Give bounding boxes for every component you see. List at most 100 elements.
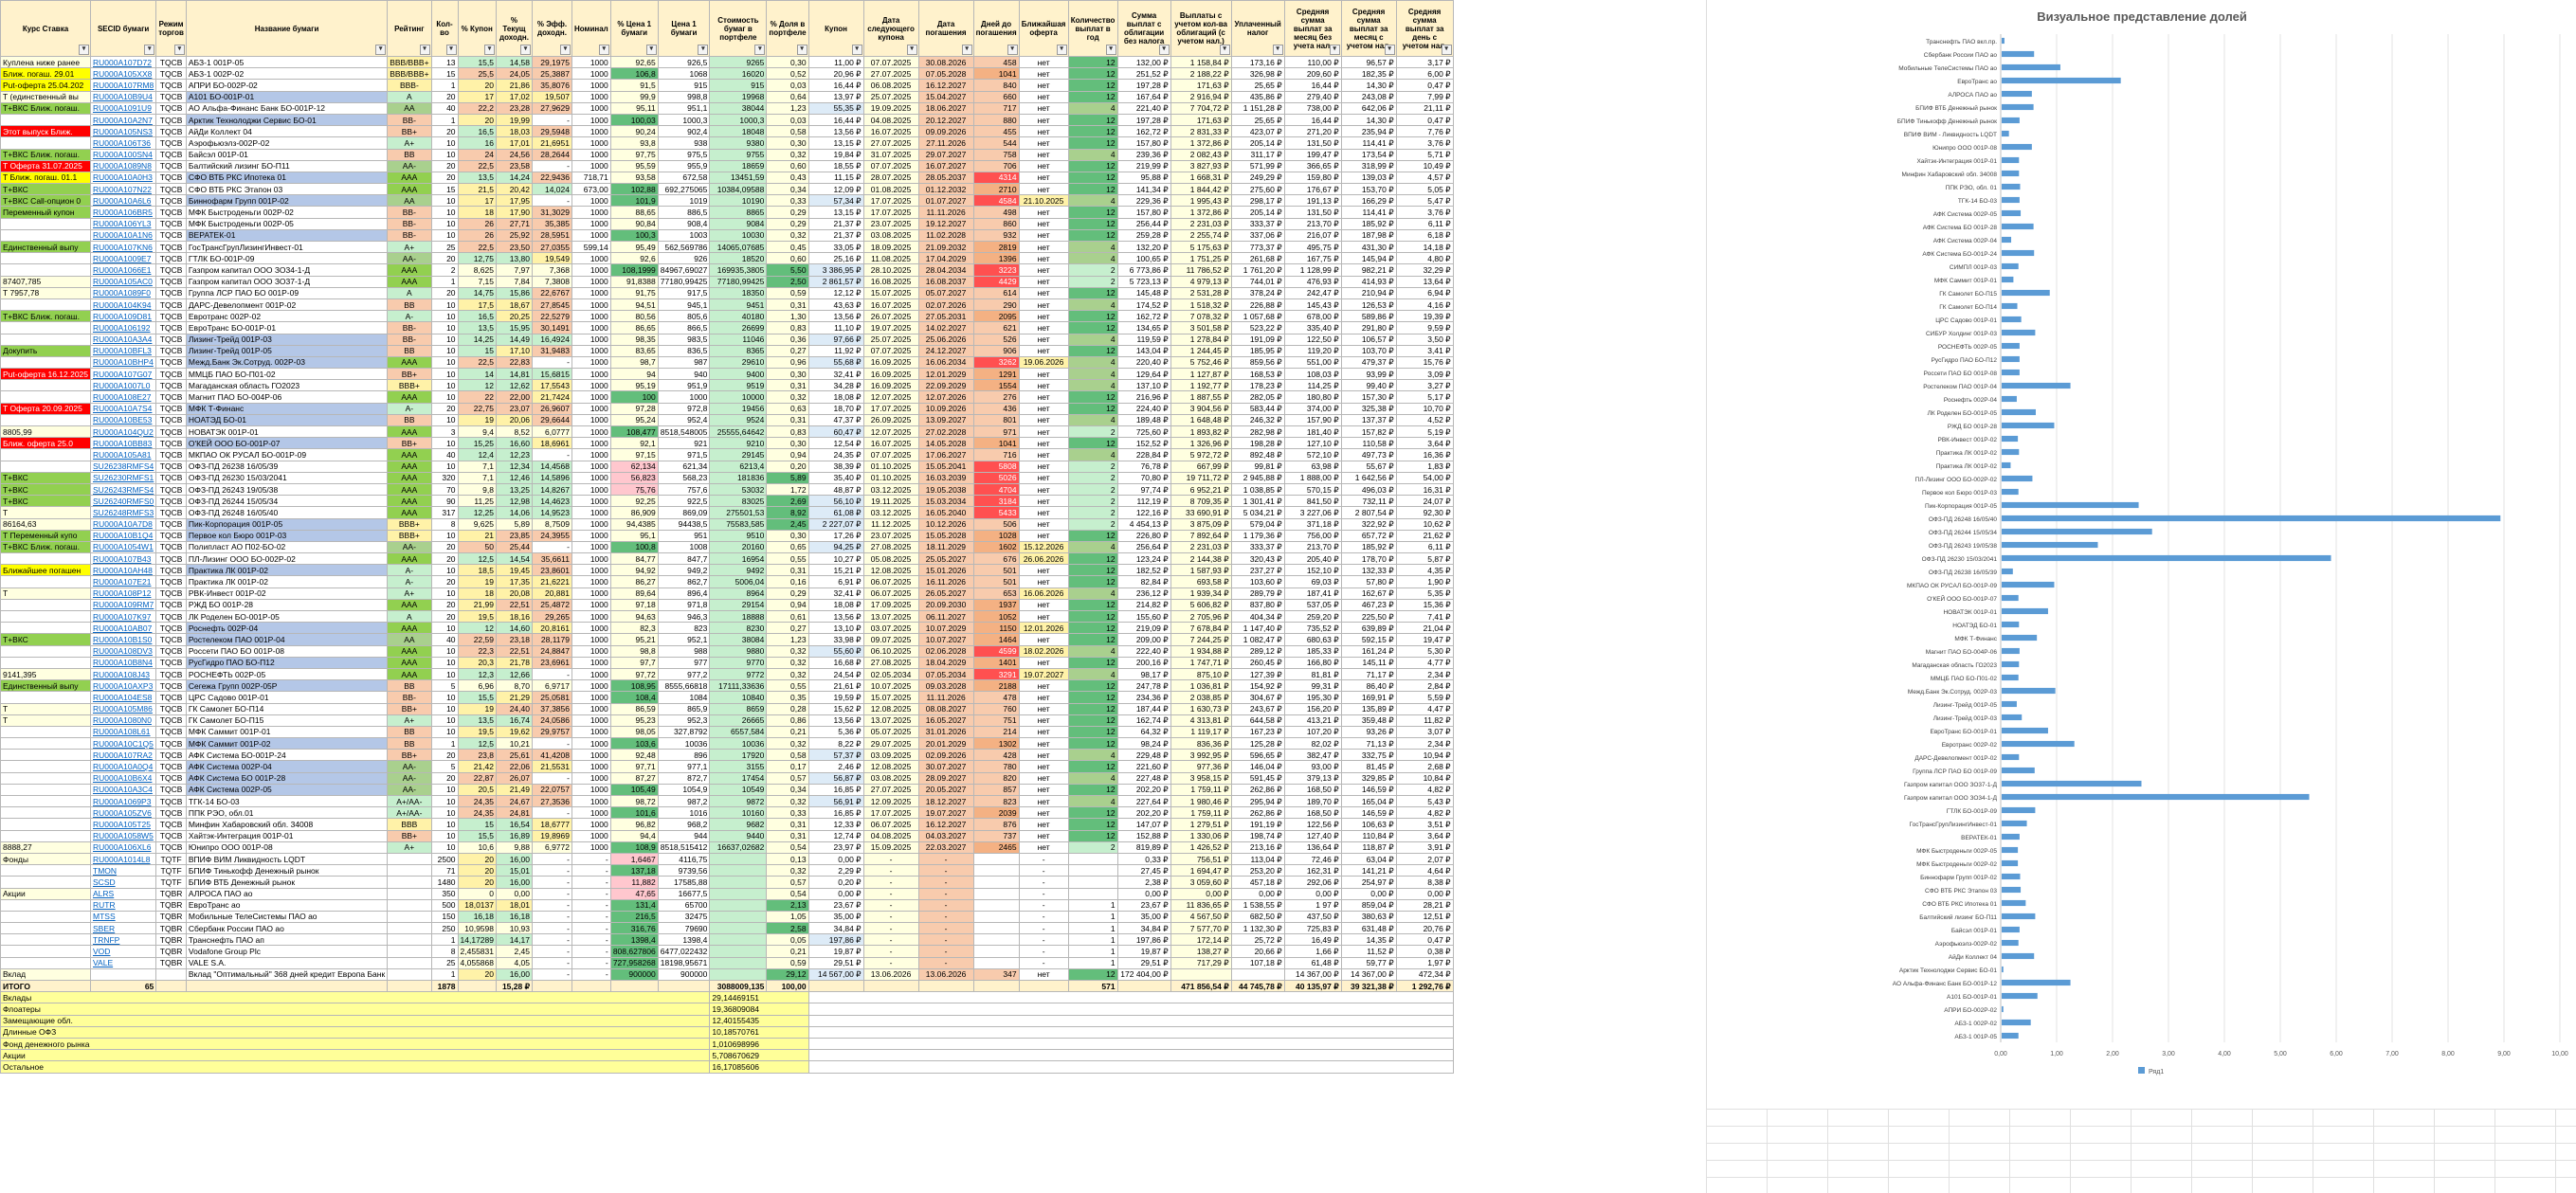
cell[interactable] [0, 910, 92, 924]
cell[interactable]: 103,70 ₽ [1340, 344, 1397, 357]
cell[interactable]: 1000 [571, 679, 611, 693]
cell[interactable]: 11.11.2026 [917, 691, 974, 704]
cell[interactable]: TQCB [155, 691, 187, 704]
bond-name-cell[interactable]: БПИФ ВТБ Денежный рынок [185, 876, 389, 889]
cell[interactable]: 10,27 ₽ [807, 552, 864, 566]
cell[interactable]: 1000 [571, 425, 611, 439]
cell[interactable]: 1000 [571, 818, 611, 831]
cell[interactable] [0, 113, 92, 127]
cell[interactable]: 28.07.2025 [862, 171, 919, 185]
cell[interactable]: 153,70 ₽ [1340, 183, 1397, 196]
bar[interactable] [2002, 408, 2036, 416]
cell[interactable] [972, 852, 1020, 866]
bond-name-cell[interactable]: Транснефть ПАО ап [185, 933, 389, 947]
cell[interactable]: 8,7509 [531, 517, 572, 531]
cell[interactable]: - [571, 945, 611, 958]
cell[interactable]: 145,94 ₽ [1340, 252, 1397, 265]
cell[interactable]: 22,06 [495, 760, 533, 773]
cell[interactable]: 2 705,96 ₽ [1170, 609, 1232, 624]
cell[interactable]: 205,40 ₽ [1283, 552, 1342, 566]
cell[interactable]: 1 [1067, 898, 1118, 912]
cell[interactable]: AAA [387, 183, 432, 196]
cell[interactable]: 2,45 [766, 517, 809, 531]
bond-name-cell[interactable]: Вклад "Оптимальный" 368 дней кредит Евро… [185, 967, 389, 982]
cell[interactable]: 29154 [709, 598, 768, 612]
cell[interactable]: TQCB [155, 609, 187, 624]
cell[interactable]: TQCB [155, 679, 187, 693]
cell[interactable]: нет [1018, 206, 1069, 219]
bond-name-cell[interactable]: ММЦБ ПАО БО-П01-02 [185, 368, 389, 381]
cell[interactable]: TQBR [155, 887, 187, 900]
cell[interactable]: 16.12.2027 [917, 79, 974, 92]
cell[interactable]: 479,37 ₽ [1340, 355, 1397, 370]
cell[interactable]: 14,81 [495, 368, 533, 381]
cell[interactable]: 06.08.2025 [862, 79, 919, 92]
cell[interactable]: 3 958,15 ₽ [1170, 771, 1232, 785]
cell[interactable]: 0,52 [766, 67, 809, 81]
cell[interactable]: нет [1018, 136, 1069, 150]
cell[interactable]: 235,94 ₽ [1340, 125, 1397, 138]
share-chart[interactable]: Визуальное представление долей 0,00 1,00 2… [1706, 0, 2576, 1109]
cell[interactable]: 18659 [709, 159, 768, 172]
cell[interactable]: 414,93 ₽ [1340, 275, 1397, 288]
cell[interactable]: 0,27 [766, 622, 809, 635]
cell[interactable]: 20 [430, 598, 459, 612]
secid-cell[interactable]: RU000A109D81 [90, 310, 157, 323]
cell[interactable]: 16.09.2025 [862, 379, 919, 392]
cell[interactable]: нет [1018, 495, 1069, 508]
cell[interactable]: 108,477 [609, 425, 659, 439]
cell[interactable]: 119,59 ₽ [1116, 333, 1171, 346]
cell[interactable]: 1291 [972, 368, 1020, 381]
cell[interactable]: 8,70 [495, 679, 533, 693]
cell[interactable]: 886,5 [657, 206, 711, 219]
cell[interactable]: 16.06.2034 [917, 355, 974, 370]
cell[interactable]: 738,00 ₽ [1283, 101, 1342, 115]
cell[interactable]: 0,34 [766, 183, 809, 196]
total-cell[interactable]: 39 321,38 ₽ [1340, 979, 1397, 993]
cell[interactable] [0, 252, 92, 265]
cell[interactable]: 169,91 ₽ [1340, 691, 1397, 704]
cell[interactable]: 23.07.2025 [862, 217, 919, 230]
cell[interactable]: 10 [430, 437, 459, 450]
cell[interactable]: нет [1018, 67, 1069, 81]
cell[interactable]: 3 [430, 425, 459, 439]
cell[interactable]: 47,65 [609, 887, 659, 900]
cell[interactable]: 31.01.2026 [917, 725, 974, 739]
cell[interactable] [709, 864, 768, 877]
cell[interactable]: 12 [1067, 714, 1118, 727]
cell[interactable]: 22.03.2027 [917, 841, 974, 854]
cell[interactable]: 101,9 [609, 194, 659, 208]
cell[interactable]: 1 036,81 ₽ [1170, 679, 1232, 693]
cell[interactable]: 1028 [972, 529, 1020, 542]
cell[interactable]: 718,71 [571, 171, 611, 185]
cell[interactable]: 100,3 [609, 228, 659, 243]
cell[interactable]: 18,55 ₽ [807, 159, 864, 172]
cell[interactable]: 24,05 [495, 67, 533, 81]
cell[interactable]: 4,52 ₽ [1395, 413, 1454, 427]
cell[interactable]: 259,20 ₽ [1283, 609, 1342, 624]
cell[interactable]: 21,6221 [531, 575, 572, 588]
cell[interactable]: 1 [430, 275, 459, 288]
filter-dropdown-icon[interactable]: ▾ [519, 45, 531, 55]
cell[interactable]: 71 [430, 864, 459, 877]
cell[interactable]: 30.07.2027 [917, 760, 974, 773]
cell[interactable]: 25.07.2025 [862, 333, 919, 346]
cell[interactable]: 12,54 ₽ [807, 437, 864, 450]
cell[interactable]: 3,76 ₽ [1395, 136, 1454, 150]
cell[interactable]: 19,47 ₽ [1395, 633, 1454, 646]
cell[interactable]: - [862, 852, 919, 866]
cell[interactable]: 10 [430, 194, 459, 208]
cell[interactable] [0, 622, 92, 635]
cell[interactable]: 91,5 [609, 79, 659, 92]
cell[interactable]: AA- [387, 771, 432, 785]
cell[interactable]: 327,8792 [657, 725, 711, 739]
cell[interactable]: 1000 [571, 148, 611, 161]
cell[interactable]: 20 [457, 967, 497, 982]
secid-cell[interactable]: RU000A108P12 [90, 587, 157, 600]
secid-cell[interactable]: RU000A106BR5 [90, 206, 157, 219]
cell[interactable]: 25.07.2025 [862, 90, 919, 103]
cell[interactable]: 951 [657, 529, 711, 542]
cell[interactable]: 10036 [709, 737, 768, 750]
secid-cell[interactable]: RU000A107E21 [90, 575, 157, 588]
cell[interactable]: 01.07.2027 [917, 194, 974, 208]
